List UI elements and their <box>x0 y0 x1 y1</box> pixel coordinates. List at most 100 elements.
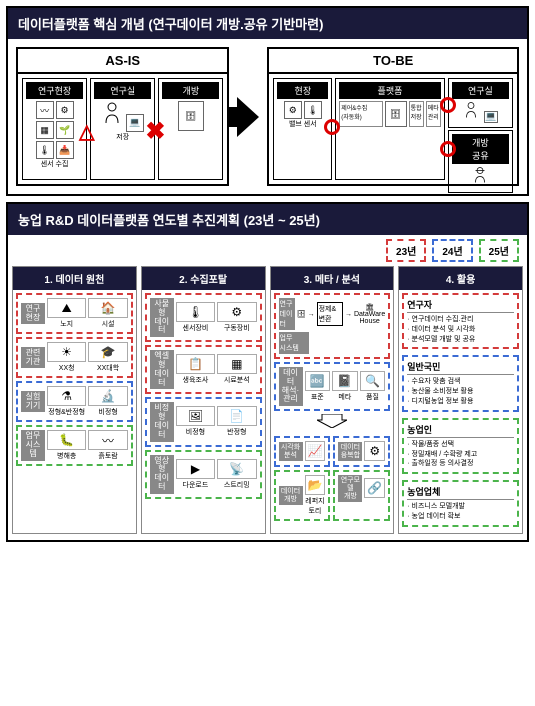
roadmap-col-4: 4. 활용연구자연구데이터 수집.관리데이터 분석 및 시각화분석모델 개발 및… <box>398 266 523 534</box>
ok-mark-2 <box>440 97 456 113</box>
usage-box: 농업업체비즈니스 모델개발농업 데이터 확보 <box>402 480 519 527</box>
down-arrow <box>274 414 391 433</box>
asis-field-box: 연구현장 〰 ⚙ ▦ 🌱 🌡 📥 센서 수집 <box>22 78 87 180</box>
bot-side-label: 연구모델 개방 <box>338 475 362 502</box>
cell-side-label: 관련 기관 <box>21 347 45 369</box>
item-icon: 📓 <box>332 371 358 391</box>
tobe-sensor-label: 밸브 센서 <box>277 119 328 129</box>
cell-item: 🏠시설 <box>88 298 127 329</box>
bot-item: ⚙ <box>364 441 385 462</box>
transition-arrow <box>233 47 263 186</box>
bot-cell: 연구모델 개방🔗 <box>333 470 390 521</box>
cell-side-label: 업무 시스템 <box>21 430 45 460</box>
usage-list: 연구데이터 수집.관리데이터 분석 및 시각화분석모델 개발 및 공유 <box>407 315 514 344</box>
item-label: 구동장비 <box>217 323 256 333</box>
item-label: 비정형 <box>176 427 215 437</box>
asis-sensor-label: 센서 수집 <box>26 159 83 169</box>
valve2-icon: ⚙ <box>284 101 302 119</box>
item-icon: ⚙ <box>217 302 256 322</box>
bot-item: 🔗 <box>364 478 385 499</box>
item-icon: 🔗 <box>364 478 385 498</box>
item-icon: ▶ <box>176 459 215 479</box>
usage-list: 비즈니스 모델개발농업 데이터 확보 <box>407 502 514 522</box>
item-icon: 📂 <box>305 475 326 495</box>
triangle-warning-icon: △ <box>79 119 94 144</box>
laptop-icon: 💻 <box>126 114 144 132</box>
dwh-box: 🏛DataWare House <box>354 303 385 325</box>
researcher-icon <box>102 101 122 125</box>
tobe-platform-box: 플랫폼 제어&수집(자동화) 🗄 통합저장 메타관리 <box>335 78 445 180</box>
asis-header: AS-IS <box>18 49 227 74</box>
biz-system-label: 업무 시스템 <box>279 332 309 354</box>
item-icon: 🖼 <box>176 406 215 426</box>
item-icon: 🔤 <box>305 371 331 391</box>
bot-side-label: 데이터 개방 <box>279 486 303 505</box>
cell-item: 🎓XX대학 <box>88 342 127 373</box>
plant-icon: 🌱 <box>56 121 74 139</box>
item-label: 스트리밍 <box>217 480 256 490</box>
cell-item: ⚙구동장비 <box>217 302 256 333</box>
meta-box: 메타관리 <box>426 101 441 127</box>
bot-side-label: 데이터 융복합 <box>338 442 362 461</box>
usage-item: 작물/품종 선택 <box>407 440 514 450</box>
usage-item: 비즈니스 모델개발 <box>407 502 514 512</box>
usage-list: 작물/품종 선택정밀재배 / 수확량 제고출하일정 등 의사결정 <box>407 440 514 469</box>
usage-title: 일반국민 <box>407 360 514 375</box>
x-block-icon: ✖ <box>145 117 165 146</box>
cell-item: 📄반정형 <box>217 406 256 437</box>
farmer-icon <box>472 166 488 184</box>
item-label: 반정형 <box>217 427 256 437</box>
roadmap-col-body: 사물형 데이터🌡센서장비⚙구동장비엑셀형 데이터📋생육조사▦시료분석비정형 데이… <box>142 290 265 502</box>
usage-item: 출하일정 등 의사결정 <box>407 459 514 469</box>
tobe-share-label: 개방공유 <box>452 134 509 164</box>
control-icon: ▦ <box>36 121 54 139</box>
legend-24: 24년 <box>432 239 472 262</box>
item-label: 품질 <box>360 392 386 402</box>
ok-mark-3 <box>440 141 456 157</box>
cell-item: 🖼비정형 <box>176 406 215 437</box>
cell-item: ☀XX청 <box>47 342 86 373</box>
item-label: 비정형 <box>88 407 127 417</box>
item-icon: 📄 <box>217 406 256 426</box>
item-icon: 📡 <box>217 459 256 479</box>
usage-item: 농산물 소비정보 활용 <box>407 387 514 397</box>
item-label: XX대학 <box>88 363 127 373</box>
usage-title: 농업인 <box>407 423 514 438</box>
usage-item: 농업 데이터 확보 <box>407 512 514 522</box>
tobe-lab-label: 연구실 <box>452 82 509 99</box>
cell-item: 〰흙토람 <box>88 430 127 461</box>
ok-mark-1 <box>324 119 340 135</box>
tobe-header: TO-BE <box>269 49 517 74</box>
roadmap-cell: 관련 기관☀XX청🎓XX대학 <box>16 337 133 378</box>
legend-25: 25년 <box>479 239 519 262</box>
roadmap-col-3: 3. 메타 / 분석연구 데이터🗄→정제&변환→🏛DataWare House업… <box>270 266 395 534</box>
item-label: XX청 <box>47 363 86 373</box>
roadmap-cell: 엑셀형 데이터📋생육조사▦시료분석 <box>145 345 262 394</box>
cell-side-label: 실험 기기 <box>21 391 45 413</box>
item-icon: ▦ <box>217 354 256 374</box>
usage-box: 일반국민수요자 맞춤 검색농산물 소비정보 활용디지털농업 정보 활용 <box>402 355 519 411</box>
tobe-platform-label: 플랫폼 <box>339 82 441 99</box>
item-icon: 〰 <box>88 430 127 450</box>
meta-top-cell: 연구 데이터🗄→정제&변환→🏛DataWare House업무 시스템 <box>274 293 391 359</box>
roadmap-panel: 농업 R&D 데이터플랫폼 연도별 추진계획 (23년 ~ 25년) 23년 2… <box>6 202 529 542</box>
roadmap-col-body: 연구 현장⛰노지🏠시설관련 기관☀XX청🎓XX대학실험 기기⚗정형&반정형🔬비정… <box>13 290 136 469</box>
usage-item: 수요자 맞춤 검색 <box>407 377 514 387</box>
item-label: 센서장비 <box>176 323 215 333</box>
usage-title: 농업업체 <box>407 485 514 500</box>
cell-side-label: 비정형 데이터 <box>150 402 174 441</box>
meta-bot-row: 시각화 분석📈데이터 융복합⚙ <box>274 436 391 467</box>
asis-open-box: 개방 🗄 ✖ <box>158 78 223 180</box>
usage-item: 연구데이터 수집.관리 <box>407 315 514 325</box>
roadmap-cell: 업무 시스템🐛병해충〰흙토람 <box>16 425 133 466</box>
usage-title: 연구자 <box>407 298 514 313</box>
item-label: 다운로드 <box>176 480 215 490</box>
asis-column: AS-IS 연구현장 〰 ⚙ ▦ 🌱 🌡 📥 센서 수집 <box>16 47 229 186</box>
cell-item: ▦시료분석 <box>217 354 256 385</box>
cell-side-label: 영상형 데이터 <box>150 455 174 494</box>
roadmap-col-header: 1. 데이터 원천 <box>13 267 136 290</box>
concept-title: 데이터플랫폼 핵심 개념 (연구데이터 개방.공유 기반마련) <box>8 8 527 39</box>
item-icon: 🏠 <box>88 298 127 318</box>
item-label: 병해충 <box>47 451 86 461</box>
roadmap-grid: 1. 데이터 원천연구 현장⛰노지🏠시설관련 기관☀XX청🎓XX대학실험 기기⚗… <box>8 266 527 540</box>
